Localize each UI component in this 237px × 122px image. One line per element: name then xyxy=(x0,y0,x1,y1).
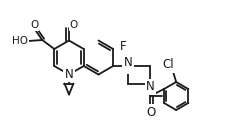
Text: F: F xyxy=(120,40,127,52)
Text: N: N xyxy=(65,68,73,81)
Text: O: O xyxy=(30,20,38,30)
Text: N: N xyxy=(124,56,132,70)
Text: N: N xyxy=(146,81,155,93)
Text: O: O xyxy=(70,20,78,30)
Text: HO: HO xyxy=(12,36,28,46)
Text: Cl: Cl xyxy=(162,59,174,71)
Text: N: N xyxy=(123,60,132,72)
Text: O: O xyxy=(146,106,156,118)
